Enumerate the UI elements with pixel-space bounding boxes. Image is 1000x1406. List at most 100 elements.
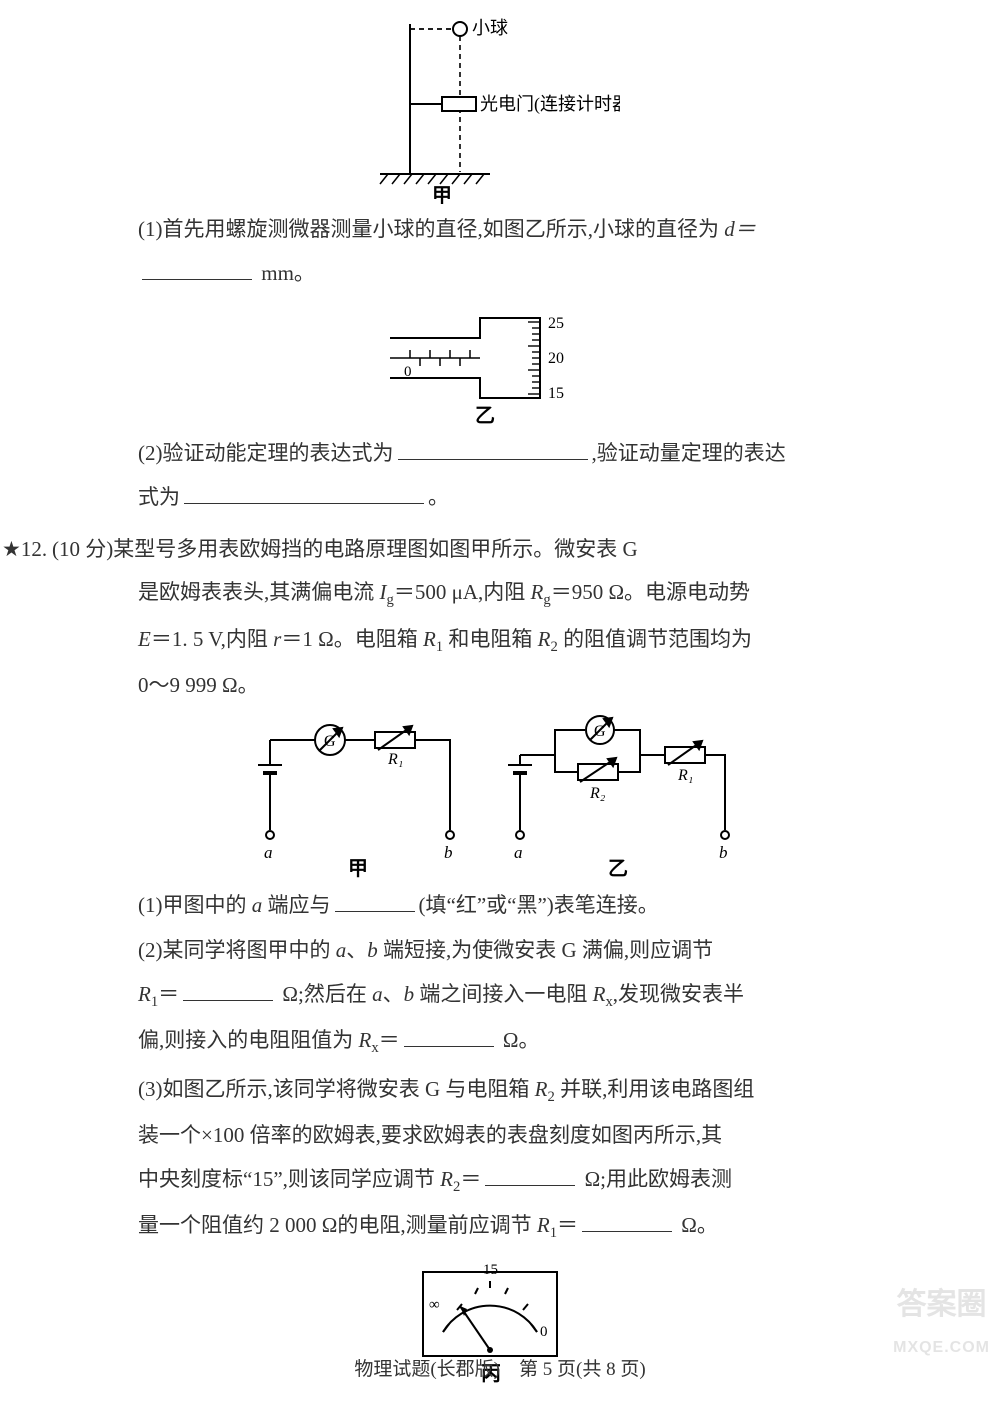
q12-1: (1)甲图中的 a 端应与(填“红”或“黑”)表笔连接。 [90, 886, 890, 926]
q12-points: (10 分) [52, 537, 113, 561]
fig3-b2: b [719, 843, 728, 862]
fig2-caption: 乙 [475, 405, 495, 427]
sym-a3: a [372, 982, 383, 1006]
fig2-15: 15 [548, 385, 564, 402]
q11-2-line2: 式为。 [90, 478, 890, 518]
blank-redblack[interactable] [335, 891, 415, 912]
q12-stem: ★12.(10 分)某型号多用表欧姆挡的电路原理图如图甲所示。微安表 G [90, 530, 890, 570]
sym-b2: b [367, 938, 378, 962]
q12-2-c: 端短接,为使微安表 G 满偏,则应调节 [378, 938, 713, 962]
q12-2-a: (2)某同学将图甲中的 [138, 938, 336, 962]
blank-Rx[interactable] [404, 1027, 494, 1048]
figure-1-wrap: 小球 光电门(连接计时器) 甲 [90, 14, 890, 204]
q12-l2a: 是欧姆表表头,其满偏电流 [138, 580, 380, 604]
q12-l3c: 和电阻箱 [443, 627, 538, 651]
fig4-15: 15 [483, 1262, 498, 1278]
sym-Rg-sub: g [543, 593, 550, 609]
sym-Rx2-sub: x [371, 1041, 378, 1057]
fig3-a1: a [264, 843, 273, 862]
fig3-b1: b [444, 843, 453, 862]
watermark-top: 答案圈 [893, 1276, 990, 1333]
q12-2-l3b: ＝ [379, 1028, 400, 1052]
q12-2-l2d: ,发现微安表半 [613, 982, 744, 1006]
q12-3: (3)如图乙所示,该同学将微安表 G 与电阻箱 R2 并联,利用该电路图组 [90, 1070, 890, 1112]
fig4-0: 0 [540, 1324, 548, 1340]
q12-2-l3a: 偏,则接入的电阻阻值为 [138, 1028, 359, 1052]
blank-R1[interactable] [183, 980, 273, 1001]
fig3-G2: G [594, 723, 606, 740]
fig1-gate-label: 光电门(连接计时器) [480, 94, 620, 115]
sym-Ig-sub: g [387, 593, 394, 609]
sym-R2b-sub: 2 [547, 1089, 554, 1105]
q12-3-l4c: Ω。 [676, 1213, 718, 1237]
q11-1-d: d＝ [724, 217, 756, 241]
q11-1-text-a: (1)首先用螺旋测微器测量小球的直径,如图乙所示,小球的直径为 [138, 217, 724, 241]
sym-Rg: R [531, 580, 544, 604]
sym-b3: b [404, 982, 415, 1006]
fig2-25: 25 [548, 315, 564, 332]
q12-2-l3c: Ω。 [498, 1028, 540, 1052]
fig3-a2: a [514, 843, 523, 862]
fig3-cap-left: 甲 [348, 858, 368, 880]
q12-2: (2)某同学将图甲中的 a、b 端短接,为使微安表 G 满偏,则应调节 [90, 931, 890, 971]
fig2-20: 20 [548, 350, 564, 367]
sym-Rx: R [593, 982, 606, 1006]
figure-1-svg: 小球 光电门(连接计时器) 甲 [360, 14, 620, 204]
q12-2-l3: 偏,则接入的电阻阻值为 Rx＝ Ω。 [90, 1021, 890, 1063]
blank-R2[interactable] [485, 1165, 575, 1186]
q11-1-line2: mm。 [90, 254, 890, 294]
sym-E: E [138, 627, 151, 651]
q12-3-l3a: 中央刻度标“15”,则该同学应调节 [138, 1167, 440, 1191]
q12-l3b: ＝1 Ω。电阻箱 [281, 627, 423, 651]
q12-3-l3b: ＝ [460, 1167, 481, 1191]
sym-a: a [252, 893, 263, 917]
q12-2-l2a: ＝ [158, 982, 179, 1006]
sym-Rx2: R [359, 1028, 372, 1052]
q12-l4: 0～9 999 Ω。 [90, 666, 890, 706]
sym-R2a: R [538, 627, 551, 651]
q11-2-a: (2)验证动能定理的表达式为 [138, 441, 394, 465]
q11-2-b: ,验证动量定理的表达 [592, 441, 786, 465]
fig3-cap-right: 乙 [608, 858, 628, 880]
q11-1: (1)首先用螺旋测微器测量小球的直径,如图乙所示,小球的直径为 d＝ [90, 210, 890, 250]
blank-d[interactable] [142, 259, 252, 280]
page-footer: 物理试题(长郡版) 第 5 页(共 8 页) [0, 1352, 1000, 1388]
fig3-R1b: R₁ [677, 767, 693, 784]
blank-ke[interactable] [398, 439, 588, 460]
sym-R1c: R [537, 1213, 550, 1237]
q12-3-a: (3)如图乙所示,该同学将微安表 G 与电阻箱 [138, 1077, 535, 1101]
q12-2-l2c: 端之间接入一电阻 [414, 982, 593, 1006]
fig4-inf: ∞ [429, 1297, 440, 1313]
watermark: 答案圈 MXQE.COM [893, 1276, 990, 1363]
q12-l2c: ＝950 Ω。电源电动势 [551, 580, 750, 604]
q12-l2b: ＝500 μA,内阻 [394, 580, 531, 604]
q12-l2: 是欧姆表表头,其满偏电流 Ig＝500 μA,内阻 Rg＝950 Ω。电源电动势 [90, 573, 890, 615]
q12-3-l3: 中央刻度标“15”,则该同学应调节 R2＝ Ω;用此欧姆表测 [90, 1160, 890, 1202]
sym-R2a-sub: 2 [550, 639, 557, 655]
sym-R1b: R [138, 982, 151, 1006]
watermark-url: MXQE.COM [893, 1333, 990, 1363]
blank-R1b[interactable] [582, 1211, 672, 1232]
figure-2-svg: 0 25 20 15 乙 [380, 298, 600, 428]
sym-Rx-sub: x [605, 995, 612, 1011]
fig3-R1a: R₁ [387, 751, 403, 768]
fig2-zero: 0 [404, 364, 412, 380]
q11-2: (2)验证动能定理的表达式为 ,验证动量定理的表达 [90, 434, 890, 474]
q12-3-b: 并联,利用该电路图组 [555, 1077, 755, 1101]
figure-3-svg: G R₁ a b 甲 [230, 710, 750, 880]
figure-2-wrap: 0 25 20 15 乙 [90, 298, 890, 428]
q12-l3a: ＝1. 5 V,内阻 [151, 627, 273, 651]
q12-2-b: 、 [346, 938, 367, 962]
sym-R2b: R [535, 1077, 548, 1101]
fig1-ball-label: 小球 [472, 18, 508, 38]
blank-mom[interactable] [184, 483, 424, 504]
sym-Ig: I [380, 580, 387, 604]
q12-l1: 某型号多用表欧姆挡的电路原理图如图甲所示。微安表 G [113, 537, 637, 561]
q12-3-l4a: 量一个阻值约 2 000 Ω的电阻,测量前应调节 [138, 1213, 537, 1237]
q12-2-l2: R1＝ Ω;然后在 a、b 端之间接入一电阻 Rx,发现微安表半 [90, 975, 890, 1017]
fig1-caption: 甲 [432, 185, 452, 204]
fig3-G1: G [324, 733, 336, 750]
q12-1-c: (填“红”或“黑”)表笔连接。 [419, 893, 659, 917]
q12-3-l4: 量一个阻值约 2 000 Ω的电阻,测量前应调节 R1＝ Ω。 [90, 1206, 890, 1248]
q12-3-l3c: Ω;用此欧姆表测 [579, 1167, 732, 1191]
